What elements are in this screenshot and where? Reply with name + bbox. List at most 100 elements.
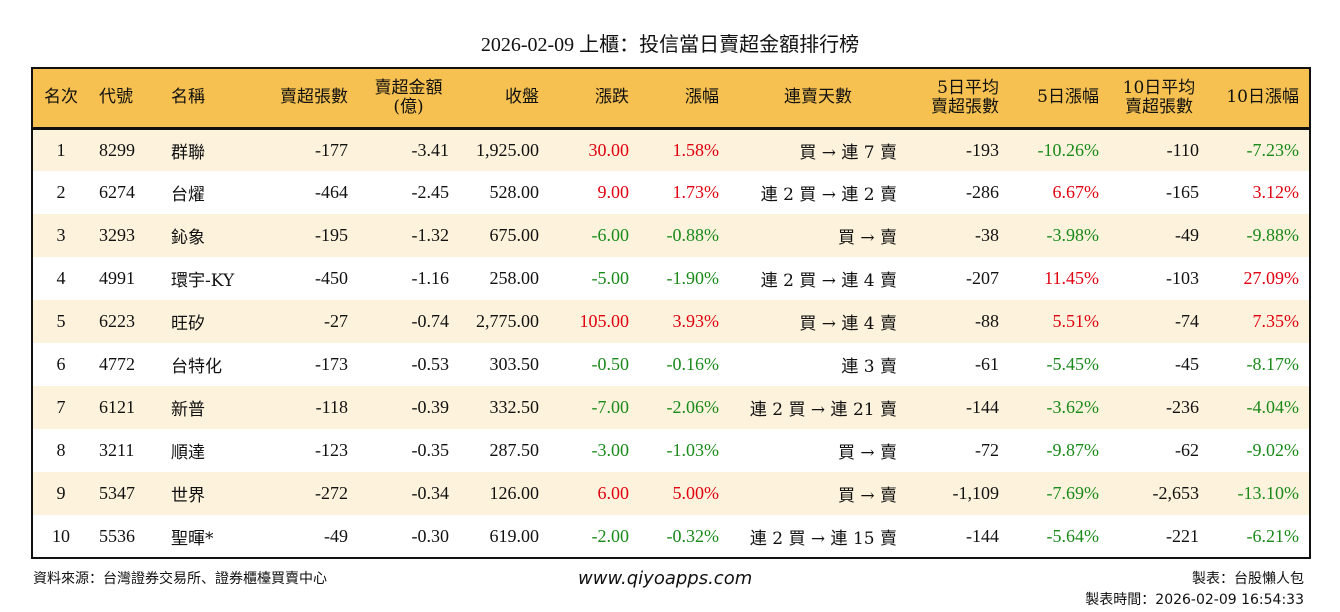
cell-pct10: 27.09%	[1243, 268, 1300, 288]
cell-pct10: -8.17%	[1246, 354, 1300, 374]
cell-streak: 連 2 買 → 連 15 賣	[749, 528, 897, 549]
cell-streak: 連 2 買 → 連 21 賣	[749, 400, 897, 420]
cell-close: 287.50	[489, 440, 540, 460]
table-row[interactable]: 10 5536 聖暉* -49 -0.30 619.00 -2.00 -0.32% 連 2 買 …	[32, 515, 1310, 558]
cell-name: 台燿	[171, 185, 205, 205]
cell-pct: -1.03%	[666, 440, 720, 460]
cell-code: 4772	[99, 354, 135, 374]
cell-name: 順達	[171, 443, 205, 463]
column-header: 10日漲幅	[1226, 87, 1299, 108]
cell-close: 1,925.00	[476, 139, 539, 160]
cell-pct: 3.93%	[672, 311, 720, 331]
cell-change: -3.00	[591, 440, 630, 460]
cell-pct5: -5.45%	[1046, 354, 1100, 374]
table-row[interactable]: 9 5347 世界 -272 -0.34 126.00 6.00 5.00% 買 → 賣 -1,1…	[32, 472, 1310, 515]
cell-rank: 5	[56, 311, 66, 331]
cell-code: 8299	[99, 139, 135, 160]
cell-change: -7.00	[591, 397, 630, 417]
cell-avg10: -110	[1166, 139, 1199, 160]
cell-avg10: -236	[1166, 397, 1199, 417]
cell-avg10: -74	[1175, 311, 1199, 331]
table-row[interactable]: 5 6223 旺矽 -27 -0.74 2,775.00 105.00 3.93% 買 → 連 …	[32, 300, 1310, 343]
cell-pct: -0.88%	[666, 225, 720, 245]
column-header: 漲幅	[685, 87, 719, 108]
maker-label: 製表：台股懶人包	[1192, 571, 1304, 587]
cell-pct10: 7.35%	[1252, 311, 1300, 331]
table-row[interactable]: 3 3293 鈊象 -195 -1.32 675.00 -6.00 -0.88% 買 → 賣 -3…	[32, 214, 1310, 257]
page-title: 2026-02-09 上櫃：投信當日賣超金額排行榜	[480, 34, 860, 56]
cell-close: 675.00	[489, 225, 540, 245]
column-header: 代號	[99, 87, 133, 108]
column-header: 連賣天數	[784, 87, 852, 108]
column-header: 賣超張數	[280, 87, 348, 108]
cell-net-sell: -123	[315, 440, 348, 460]
table-row[interactable]: 1 8299 群聯 -177 -3.41 1,925.00 30.00 1.58% 買 → 連 …	[32, 128, 1310, 171]
cell-close: 2,775.00	[476, 311, 539, 331]
cell-avg5: -1,109	[952, 483, 1000, 503]
cell-net-sell: -195	[315, 225, 348, 245]
cell-amount: -0.34	[411, 483, 450, 503]
cell-close: 619.00	[489, 525, 540, 546]
cell-name: 旺矽	[171, 314, 205, 334]
cell-close: 332.50	[489, 397, 540, 417]
cell-change: 30.00	[588, 139, 630, 160]
cell-avg10: -103	[1166, 268, 1199, 288]
cell-rank: 10	[52, 525, 70, 546]
cell-amount: -2.45	[411, 182, 450, 202]
cell-avg5: -61	[975, 354, 999, 374]
cell-pct5: 5.51%	[1052, 311, 1100, 331]
cell-name: 群聯	[171, 142, 205, 163]
cell-rank: 8	[56, 440, 66, 460]
cell-pct5: -3.98%	[1046, 225, 1100, 245]
cell-code: 6274	[99, 182, 135, 202]
column-header: 名稱	[171, 87, 205, 108]
table-row[interactable]: 6 4772 台特化 -173 -0.53 303.50 -0.50 -0.16% 連 3 賣 -…	[32, 343, 1310, 386]
cell-code: 5347	[99, 483, 135, 503]
cell-close: 528.00	[489, 182, 540, 202]
cell-amount: -0.53	[411, 354, 450, 374]
cell-code: 6223	[99, 311, 135, 331]
cell-net-sell: -173	[315, 354, 348, 374]
cell-amount: -0.35	[411, 440, 450, 460]
cell-pct: -0.16%	[666, 354, 720, 374]
cell-streak: 連 3 賣	[841, 357, 897, 377]
generated-time: 製表時間：2026-02-09 16:54:33	[1085, 592, 1304, 608]
cell-pct10: -9.02%	[1246, 440, 1300, 460]
cell-avg5: -286	[966, 182, 999, 202]
cell-avg5: -88	[975, 311, 999, 331]
table-row[interactable]: 8 3211 順達 -123 -0.35 287.50 -3.00 -1.03% 買 → 賣 -7…	[32, 429, 1310, 472]
cell-pct: 1.73%	[672, 182, 720, 202]
cell-rank: 6	[56, 354, 66, 374]
table-header: 名次 代號 名稱 賣超張數 賣超金額 (億) 收盤 漲跌 漲幅 連賣天數 5日平均 賣超張數 5日漲幅 1…	[32, 68, 1310, 128]
table-row[interactable]: 7 6121 新普 -118 -0.39 332.50 -7.00 -2.06% 連 2 買 →…	[32, 386, 1310, 429]
column-header: 收盤	[505, 87, 539, 108]
cell-change: 105.00	[579, 311, 630, 331]
website-link[interactable]: www.qiyoapps.com	[578, 568, 753, 589]
column-header: 5日平均 賣超張數	[931, 77, 999, 117]
cell-name: 環宇-KY	[171, 271, 235, 291]
cell-streak: 買 → 賣	[837, 486, 897, 506]
table-row[interactable]: 4 4991 環宇-KY -450 -1.16 258.00 -5.00 -1.90% 連 2 …	[32, 257, 1310, 300]
data-source: 資料來源：台灣證券交易所、證券櫃檯買賣中心	[33, 571, 327, 587]
cell-pct5: -9.87%	[1046, 440, 1100, 460]
column-header: 10日平均 賣超張數	[1122, 77, 1196, 117]
table-row[interactable]: 2 6274 台燿 -464 -2.45 528.00 9.00 1.73% 連 2 買 → 連…	[32, 171, 1310, 214]
cell-pct5: -10.26%	[1037, 139, 1100, 160]
cell-change: 9.00	[597, 182, 630, 202]
column-header: 賣超金額 (億)	[374, 77, 443, 117]
cell-close: 258.00	[489, 268, 540, 288]
cell-name: 聖暉*	[171, 528, 214, 549]
cell-net-sell: -272	[315, 483, 348, 503]
cell-pct5: 6.67%	[1052, 182, 1100, 202]
cell-code: 6121	[99, 397, 135, 417]
cell-pct10: -9.88%	[1246, 225, 1300, 245]
cell-avg5: -144	[966, 525, 999, 546]
cell-pct: -1.90%	[666, 268, 720, 288]
cell-amount: -0.30	[411, 525, 450, 546]
cell-streak: 買 → 連 4 賣	[799, 314, 897, 334]
cell-pct10: -4.04%	[1246, 397, 1300, 417]
cell-pct5: -5.64%	[1046, 525, 1100, 546]
cell-avg10: -165	[1166, 182, 1199, 202]
cell-pct: -2.06%	[666, 397, 720, 417]
cell-amount: -0.39	[411, 397, 450, 417]
